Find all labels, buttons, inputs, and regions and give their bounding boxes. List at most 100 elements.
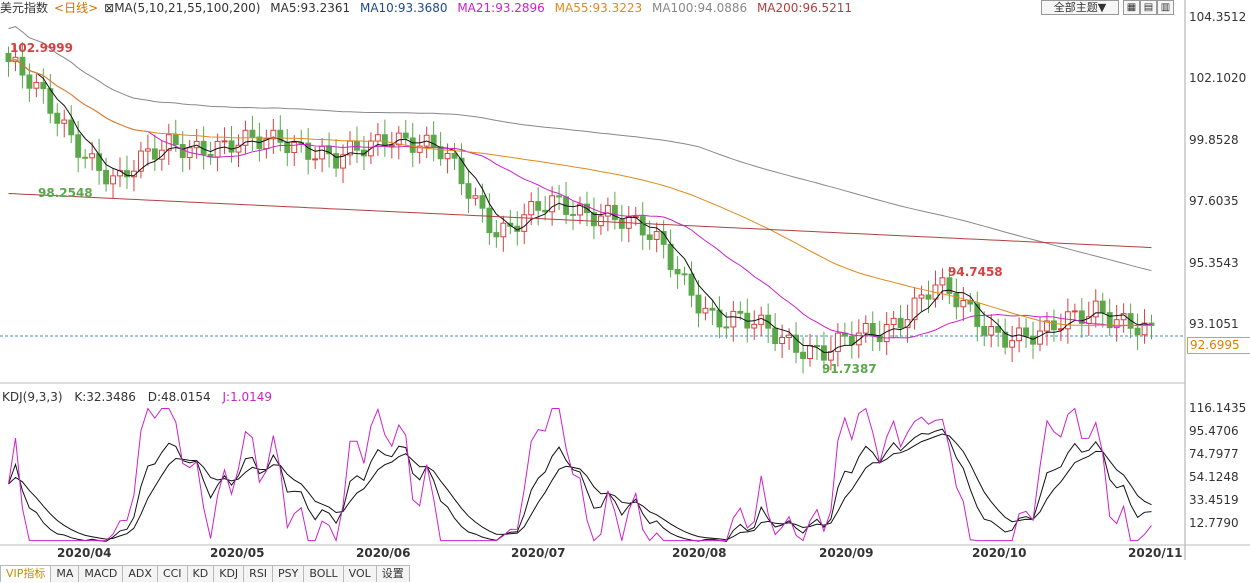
kdj-tick: 74.7977 — [1189, 447, 1239, 461]
price-tick: 95.3543 — [1189, 256, 1239, 270]
candle — [730, 310, 737, 328]
candle — [61, 119, 68, 124]
grid-layout-icon[interactable]: ▦ — [1123, 0, 1140, 15]
tab-adx[interactable]: ADX — [122, 565, 158, 582]
ma10-value: MA10:93.3680 — [359, 1, 448, 15]
candle — [911, 297, 918, 321]
candle — [235, 144, 242, 153]
candle — [862, 323, 869, 334]
candle — [1071, 310, 1078, 313]
candle — [319, 145, 326, 160]
candle — [33, 81, 40, 89]
ma200-value: MA200:96.5211 — [756, 1, 853, 15]
candle — [465, 183, 472, 199]
candle — [925, 294, 932, 300]
low-annotation: 98.2548 — [38, 186, 93, 200]
candle — [1106, 312, 1113, 329]
candle — [597, 215, 604, 227]
theme-dropdown[interactable]: 全部主题▼ — [1041, 0, 1119, 15]
candle — [821, 345, 827, 361]
candle — [151, 148, 158, 160]
candle — [737, 310, 744, 314]
candle — [960, 299, 967, 308]
candle — [549, 195, 556, 213]
candle — [144, 148, 151, 152]
candle — [646, 234, 653, 240]
candle — [995, 326, 1002, 333]
candle — [890, 317, 897, 326]
candle — [1023, 327, 1030, 337]
tab-kdj[interactable]: KDJ — [213, 565, 245, 582]
tab-rsi[interactable]: RSI — [243, 565, 274, 582]
tab-macd[interactable]: MACD — [78, 565, 124, 582]
candle — [1044, 320, 1050, 332]
candle — [897, 317, 904, 329]
candle — [946, 277, 953, 294]
candle — [354, 140, 360, 151]
tab-vol[interactable]: VOL — [342, 565, 377, 582]
candle — [639, 216, 646, 236]
candle — [1030, 335, 1036, 345]
candle — [75, 134, 82, 158]
candle — [918, 294, 925, 299]
candle — [1141, 322, 1148, 336]
ma5-line — [8, 58, 1152, 353]
kdj-k-value: K:32.3486 — [74, 390, 136, 404]
candle — [1051, 320, 1057, 331]
candle — [981, 325, 988, 336]
tab-psy[interactable]: PSY — [272, 565, 305, 582]
kdj-j-line — [8, 407, 1152, 543]
candle — [521, 214, 528, 232]
tab-settings[interactable]: 设置 — [375, 565, 410, 582]
candle — [1134, 327, 1141, 336]
ma55-value: MA55:93.3223 — [554, 1, 643, 15]
candle — [416, 145, 423, 153]
candle — [374, 134, 381, 142]
period-selector[interactable]: <日线> — [54, 1, 99, 15]
ma21-value: MA21:93.2896 — [457, 1, 545, 15]
current-price-tag: 92.6995 — [1187, 337, 1250, 354]
x-tick: 2020/10 — [972, 546, 1027, 560]
candle — [1002, 331, 1009, 348]
candle — [688, 273, 695, 296]
candle — [667, 243, 674, 270]
ma200-line — [8, 193, 1152, 249]
candle — [228, 140, 235, 153]
tab-ma[interactable]: MA — [50, 565, 80, 582]
x-tick: 2020/06 — [356, 546, 411, 560]
tab-vip[interactable]: VIP指标 — [0, 565, 52, 582]
candle — [479, 195, 486, 209]
tab-boll[interactable]: BOLL — [303, 565, 344, 582]
candle — [270, 129, 277, 140]
tab-kd[interactable]: KD — [186, 565, 215, 582]
candle — [82, 156, 89, 159]
dual-chart-icon[interactable]: ▥ — [1157, 0, 1174, 15]
tab-cci[interactable]: CCI — [156, 565, 188, 582]
candle — [493, 232, 500, 238]
candle — [751, 323, 758, 329]
candle — [535, 201, 542, 211]
candle — [1037, 330, 1043, 345]
candle — [674, 268, 681, 275]
single-chart-icon[interactable]: ▤ — [1140, 0, 1157, 15]
candle — [855, 332, 862, 346]
price-tick: 102.1020 — [1189, 71, 1247, 85]
candle — [451, 152, 458, 159]
ma55-line — [8, 58, 1152, 327]
ma-settings-icon[interactable]: ⊠ — [104, 1, 115, 15]
kdj-d-line — [8, 433, 1152, 541]
candle — [604, 204, 611, 217]
candle — [611, 204, 618, 221]
high-annotation: 94.7458 — [948, 265, 1003, 279]
candle — [437, 146, 444, 160]
candle — [54, 112, 61, 124]
low-annotation: 91.7387 — [822, 362, 877, 376]
kdj-j-value: J:1.0149 — [222, 390, 273, 404]
candle — [869, 323, 876, 337]
candle — [137, 150, 144, 172]
candle — [26, 74, 33, 89]
candle — [277, 129, 284, 143]
kdj-tick: 116.1435 — [1189, 401, 1247, 415]
